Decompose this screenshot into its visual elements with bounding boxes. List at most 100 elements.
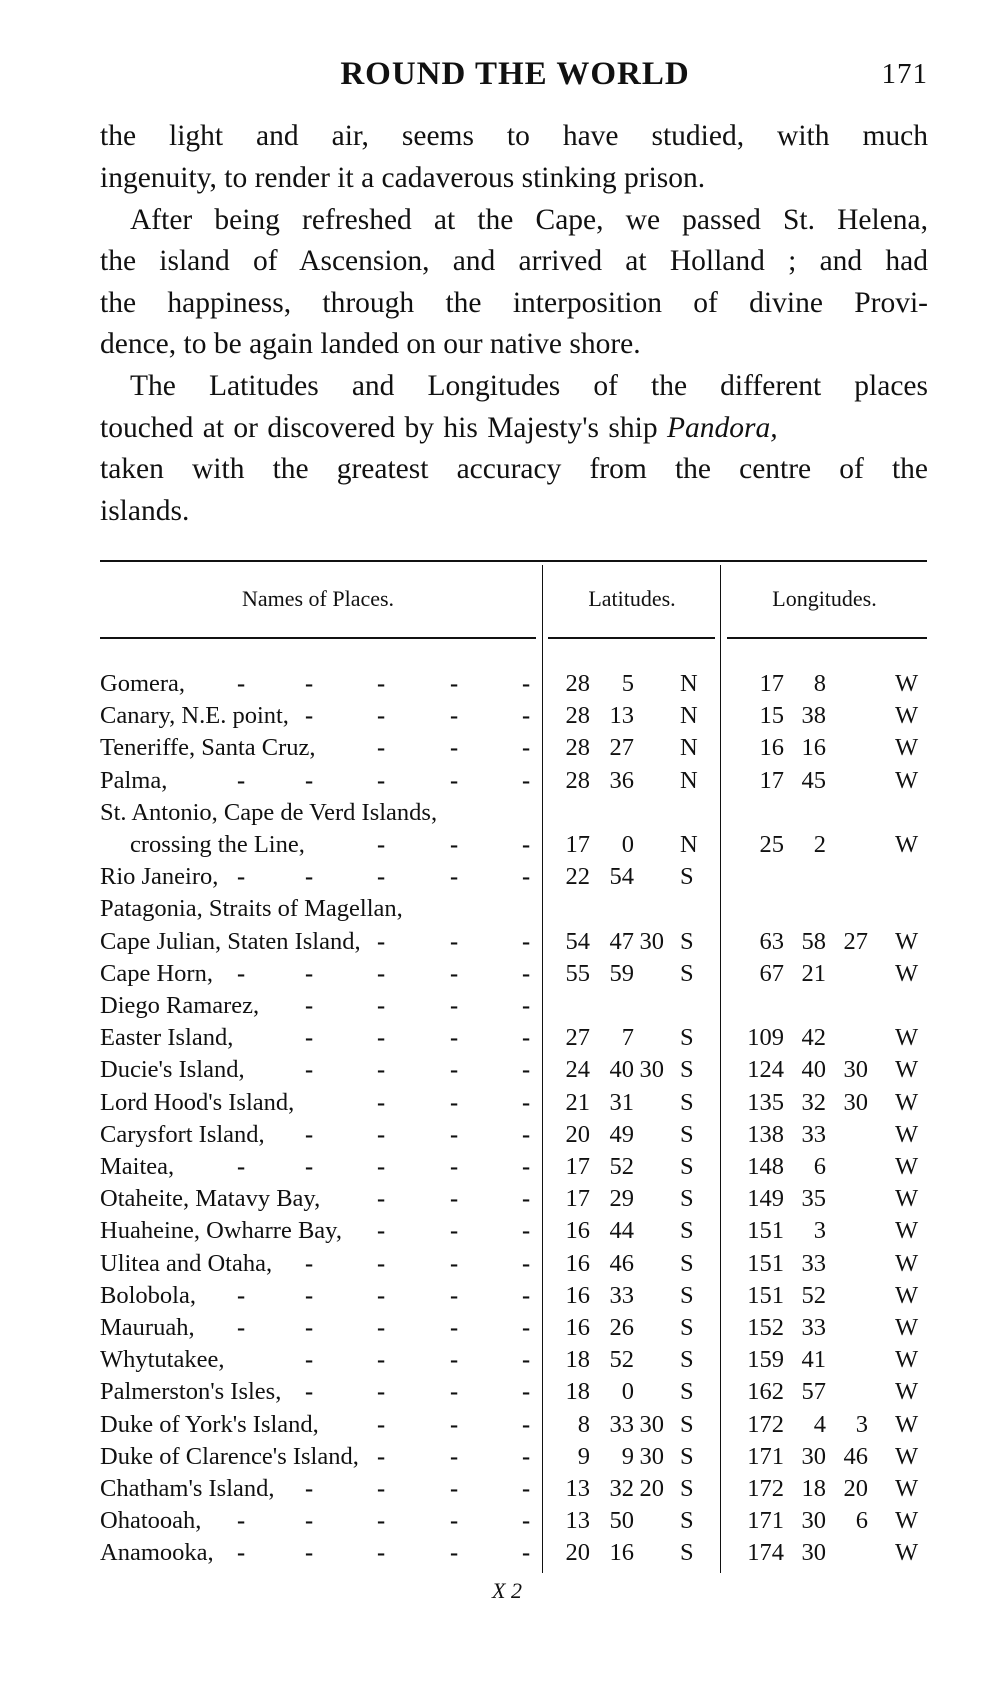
leader-dash: - — [377, 863, 386, 891]
leader-dash: - — [377, 702, 386, 730]
lon-degrees: 16 — [759, 734, 785, 762]
leader-dash: - — [450, 1475, 459, 1502]
leader-dash: - — [305, 1507, 314, 1535]
lat-minutes: 59 — [609, 959, 635, 987]
lat-degrees: 20 — [565, 1120, 591, 1148]
lon-minutes: 18 — [801, 1475, 827, 1502]
leader-dash: - — [450, 1056, 459, 1084]
lon-minutes: 4 — [813, 1410, 826, 1438]
leader-dash: - — [237, 1153, 246, 1180]
lat-degrees: 16 — [565, 1217, 591, 1245]
leader-dash: - — [237, 670, 246, 697]
table-row: Gomera, 28 5 N 17 8 W - - - - - — [0, 670, 1000, 702]
place-name: Huaheine, Owharre Bay, — [100, 1217, 342, 1245]
table-row: Canary, N.E. point, 28 13 N 15 38 W - - - - — [0, 702, 1000, 734]
leader-dash: - — [522, 1120, 531, 1148]
lon-hemisphere: W — [895, 1088, 919, 1116]
leader-dash: - — [377, 1442, 386, 1470]
lon-degrees: 15 — [759, 702, 785, 730]
lon-hemisphere: W — [895, 670, 919, 697]
lat-degrees: 17 — [565, 831, 591, 858]
page-number: 171 — [881, 58, 928, 90]
lat-degrees: 17 — [565, 1153, 591, 1180]
lat-minutes: 40 — [609, 1056, 635, 1084]
lat-hemisphere: N — [680, 670, 698, 697]
lon-degrees: 149 — [747, 1185, 784, 1213]
lat-minutes: 27 — [609, 734, 635, 762]
lon-degrees: 17 — [759, 766, 785, 794]
lon-degrees: 172 — [747, 1410, 784, 1438]
lat-degrees: 27 — [565, 1024, 591, 1052]
table-row: Otaheite, Matavy Bay, 17 29 S 149 35 W - - - — [0, 1185, 1000, 1217]
header-rule — [548, 637, 715, 639]
leader-dash: - — [522, 1088, 531, 1116]
leader-dash: - — [237, 1539, 246, 1567]
place-name: Patagonia, Straits of Magellan, — [100, 895, 403, 923]
leader-dash: - — [377, 1217, 386, 1245]
leader-dash: - — [450, 734, 459, 762]
lon-minutes: 30 — [801, 1442, 827, 1470]
lon-minutes: 33 — [801, 1120, 827, 1148]
leader-dash: - — [522, 1410, 531, 1438]
text-line: The Latitudes and Longitudes of the diff… — [130, 370, 928, 402]
lon-hemisphere: W — [895, 1024, 919, 1052]
leader-dash: - — [522, 1281, 531, 1309]
leader-dash: - — [522, 1217, 531, 1245]
leader-dash: - — [522, 670, 531, 697]
leader-dash: - — [522, 1056, 531, 1084]
lat-minutes: 0 — [621, 1378, 634, 1406]
lon-seconds: 27 — [843, 927, 869, 955]
signature-mark: X 2 — [492, 1578, 522, 1603]
place-name: Palma, — [100, 766, 168, 794]
leader-dash: - — [305, 766, 314, 794]
place-name: Anamooka, — [100, 1539, 214, 1567]
lon-seconds: 30 — [843, 1088, 869, 1116]
lat-seconds: 30 — [639, 927, 665, 955]
text-line: dence, to be again landed on our native … — [100, 328, 641, 360]
place-name: Whytutakee, — [100, 1346, 225, 1374]
leader-dash: - — [305, 1378, 314, 1406]
lat-degrees: 8 — [577, 1410, 590, 1438]
lat-degrees: 18 — [565, 1346, 591, 1374]
lon-hemisphere: W — [895, 734, 919, 762]
leader-dash: - — [237, 1507, 246, 1535]
lon-minutes: 41 — [801, 1346, 827, 1374]
leader-dash: - — [377, 1185, 386, 1213]
lat-minutes: 26 — [609, 1314, 635, 1341]
leader-dash: - — [377, 1249, 386, 1277]
lon-degrees: 159 — [747, 1346, 784, 1374]
lon-minutes: 8 — [813, 670, 826, 697]
leader-dash: - — [377, 1153, 386, 1180]
leader-dash: - — [450, 766, 459, 794]
leader-dash: - — [522, 927, 531, 955]
lon-seconds: 3 — [855, 1410, 868, 1438]
lon-hemisphere: W — [895, 766, 919, 794]
leader-dash: - — [450, 959, 459, 987]
lat-degrees: 13 — [565, 1475, 591, 1502]
table-row: Duke of Clarence's Island, 9 9 30 S 171 30 46 W -… — [0, 1443, 1000, 1475]
lat-hemisphere: S — [680, 1024, 694, 1052]
leader-dash: - — [522, 702, 531, 730]
place-name: Bolobola, — [100, 1281, 196, 1309]
lon-hemisphere: W — [895, 1056, 919, 1084]
leader-dash: - — [237, 766, 246, 794]
lon-hemisphere: W — [895, 959, 919, 987]
header-latitudes: Latitudes. — [588, 586, 676, 611]
lon-minutes: 32 — [801, 1088, 827, 1116]
text-line: the light and air, seems to have studied… — [100, 120, 928, 152]
place-name: Mauruah, — [100, 1314, 195, 1341]
lon-degrees: 67 — [759, 959, 785, 987]
lat-hemisphere: S — [680, 1281, 694, 1309]
lat-hemisphere: S — [680, 959, 694, 987]
leader-dash: - — [522, 1153, 531, 1180]
lat-minutes: 33 — [609, 1410, 635, 1438]
lat-minutes: 9 — [621, 1442, 634, 1470]
leader-dash: - — [522, 863, 531, 891]
lon-minutes: 30 — [801, 1507, 827, 1535]
lat-hemisphere: N — [680, 831, 698, 858]
leader-dash: - — [377, 1378, 386, 1406]
lon-degrees: 135 — [747, 1088, 784, 1116]
lat-minutes: 7 — [621, 1024, 634, 1052]
lat-degrees: 13 — [565, 1507, 591, 1535]
lon-seconds: 20 — [843, 1475, 869, 1502]
